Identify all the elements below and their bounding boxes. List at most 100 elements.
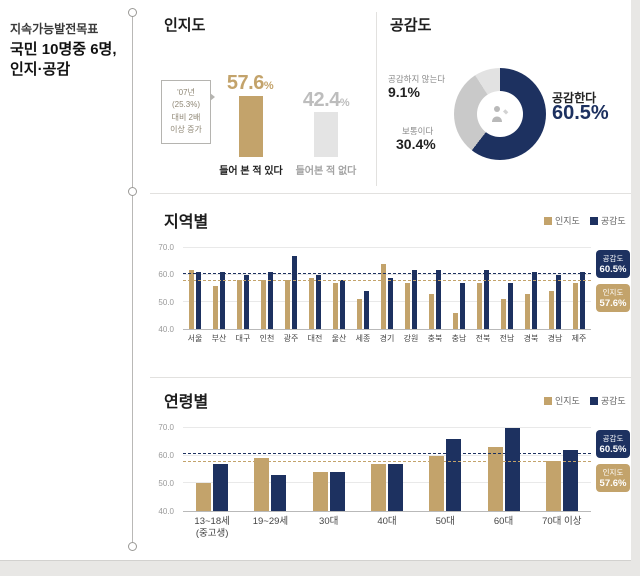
- bar-인지도: [549, 291, 554, 329]
- bar-인지도: [487, 447, 503, 511]
- empathy-person-icon: [492, 106, 509, 122]
- bar-공감도: [316, 275, 321, 329]
- legend-item-awareness: 인지도: [544, 394, 580, 407]
- bar-group: [375, 248, 399, 329]
- bar-group: [358, 428, 416, 511]
- bar-group: [567, 248, 591, 329]
- not-heard-label: 들어본 적 없다: [295, 166, 357, 177]
- bar-group: [231, 248, 255, 329]
- bar-공감도: [580, 272, 585, 329]
- bar-group: [183, 428, 241, 511]
- bar-공감도: [504, 428, 520, 511]
- heard-bar: [239, 96, 263, 157]
- bar-인지도: [357, 299, 362, 329]
- bar-group: [471, 248, 495, 329]
- not-heard-bar: [314, 112, 338, 157]
- region-y-axis: 40.0 50.0 60.0 70.0: [148, 243, 178, 334]
- bar-공감도: [268, 272, 273, 329]
- region-legend: 인지도 공감도: [544, 214, 626, 227]
- legend-item-awareness: 인지도: [544, 214, 580, 227]
- bar-group: [533, 428, 591, 511]
- empathy-swatch-icon: [589, 216, 598, 225]
- awareness-title: 인지도: [164, 17, 206, 34]
- bar-인지도: [429, 455, 445, 511]
- y-tick-label: 40.0: [158, 507, 174, 516]
- age-empathy-badge: 공감도 60.5%: [596, 430, 630, 458]
- timeline-marker-top: [128, 8, 137, 17]
- disagree-value: 9.1%: [388, 84, 420, 100]
- x-category-label: 대구: [235, 334, 251, 343]
- bar-group: [474, 428, 532, 511]
- legend-label: 인지도: [555, 216, 580, 226]
- bar-인지도: [370, 463, 386, 511]
- y-tick-label: 40.0: [158, 325, 174, 334]
- region-bar-chart: [183, 247, 591, 330]
- bar-group: [303, 248, 327, 329]
- awareness-callout: '07년 (25.3%) 대비 2배 이상 증가: [161, 80, 215, 144]
- age-y-axis: 40.0 50.0 60.0 70.0: [148, 423, 178, 516]
- bar-공감도: [460, 283, 465, 329]
- x-category-label: 강원: [403, 334, 419, 343]
- bar-group: [423, 248, 447, 329]
- bar-인지도: [254, 458, 270, 511]
- awareness-swatch-icon: [544, 216, 552, 225]
- x-category-label: 충북: [427, 334, 443, 343]
- x-category-label: 30대: [319, 516, 339, 527]
- x-category-label: 세종: [355, 334, 371, 343]
- bar-인지도: [333, 283, 338, 329]
- bar-공감도: [292, 256, 297, 329]
- y-tick-label: 50.0: [158, 479, 174, 489]
- x-category-label: 전북: [475, 334, 491, 343]
- x-category-label: 경북: [523, 334, 539, 343]
- sidebar-eyebrow: 지속가능발전목표: [10, 22, 99, 36]
- reference-line-인지도: [183, 280, 591, 282]
- bar-공감도: [364, 291, 369, 329]
- region-chart-title: 지역별: [164, 214, 209, 231]
- bar-group: [399, 248, 423, 329]
- x-category-label: 광주: [283, 334, 299, 343]
- bar-공감도: [196, 272, 201, 329]
- donut-hole: [477, 91, 523, 137]
- gridline: [183, 427, 591, 428]
- bar-공감도: [412, 269, 417, 329]
- bar-공감도: [213, 463, 229, 511]
- bar-공감도: [388, 277, 393, 329]
- region-awareness-badge: 인지도 57.6%: [596, 284, 630, 312]
- age-chart-title: 연령별: [164, 394, 209, 411]
- x-category-label: 60대: [493, 516, 514, 527]
- bar-group: [241, 428, 299, 511]
- empathy-donut-chart: [454, 68, 546, 160]
- x-category-label: 대전: [307, 334, 323, 343]
- gridline: [183, 301, 591, 302]
- callout-line: '07년: [177, 88, 195, 97]
- age-awareness-badge: 인지도 57.6%: [596, 464, 630, 492]
- gridline: [183, 247, 591, 248]
- y-tick-label: 70.0: [158, 243, 174, 252]
- y-tick-label: 70.0: [158, 423, 174, 432]
- bar-인지도: [405, 283, 410, 329]
- divider-top: [150, 193, 631, 194]
- agree-label: 공감한다: [552, 91, 597, 105]
- legend-item-empathy: 공감도: [589, 214, 626, 227]
- disagree-label: 공감하지 않는다: [388, 74, 446, 84]
- x-category-label: 부산: [211, 334, 227, 343]
- timeline-marker-bottom: [128, 542, 137, 551]
- bar-group: [183, 248, 207, 329]
- bar-인지도: [261, 280, 266, 329]
- legend-label: 인지도: [555, 396, 580, 406]
- age-x-axis: 13~18세 (중고생) 19~29세 30대 40대 50대 60대 70대 이상: [183, 516, 591, 540]
- bar-인지도: [312, 472, 328, 511]
- x-category-label: 13~18세 (중고생): [194, 516, 230, 539]
- bar-공감도: [340, 280, 345, 329]
- x-category-label: 서울: [187, 334, 203, 343]
- y-tick-label: 50.0: [158, 297, 174, 307]
- bar-인지도: [285, 280, 290, 329]
- x-category-label: 인천: [259, 334, 275, 343]
- bar-공감도: [532, 272, 537, 329]
- heard-value: 57.6%: [226, 72, 274, 94]
- bar-인지도: [381, 264, 386, 329]
- x-category-label: 충남: [451, 334, 467, 343]
- bar-인지도: [545, 461, 561, 511]
- heard-label: 들어 본 적 있다: [219, 166, 283, 177]
